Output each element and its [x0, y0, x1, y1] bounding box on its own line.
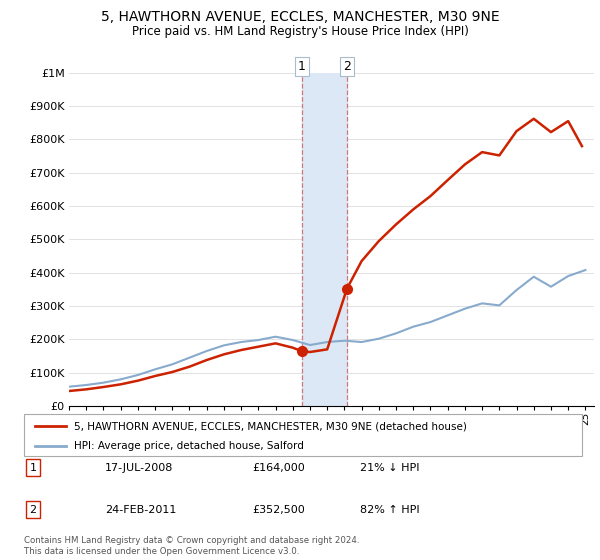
Text: Contains HM Land Registry data © Crown copyright and database right 2024.
This d: Contains HM Land Registry data © Crown c… [24, 536, 359, 556]
Text: 2: 2 [343, 60, 351, 73]
Text: £352,500: £352,500 [252, 505, 305, 515]
Text: 2: 2 [29, 505, 37, 515]
Text: £164,000: £164,000 [252, 463, 305, 473]
FancyBboxPatch shape [24, 414, 582, 456]
Text: 5, HAWTHORN AVENUE, ECCLES, MANCHESTER, M30 9NE (detached house): 5, HAWTHORN AVENUE, ECCLES, MANCHESTER, … [74, 421, 467, 431]
Text: 17-JUL-2008: 17-JUL-2008 [105, 463, 173, 473]
Text: 21% ↓ HPI: 21% ↓ HPI [360, 463, 419, 473]
Text: 5, HAWTHORN AVENUE, ECCLES, MANCHESTER, M30 9NE: 5, HAWTHORN AVENUE, ECCLES, MANCHESTER, … [101, 10, 499, 24]
Text: HPI: Average price, detached house, Salford: HPI: Average price, detached house, Salf… [74, 441, 304, 451]
Text: 1: 1 [298, 60, 306, 73]
Text: 1: 1 [29, 463, 37, 473]
Text: Price paid vs. HM Land Registry's House Price Index (HPI): Price paid vs. HM Land Registry's House … [131, 25, 469, 38]
Bar [302, 73, 347, 406]
Text: 82% ↑ HPI: 82% ↑ HPI [360, 505, 419, 515]
Text: 24-FEB-2011: 24-FEB-2011 [105, 505, 176, 515]
